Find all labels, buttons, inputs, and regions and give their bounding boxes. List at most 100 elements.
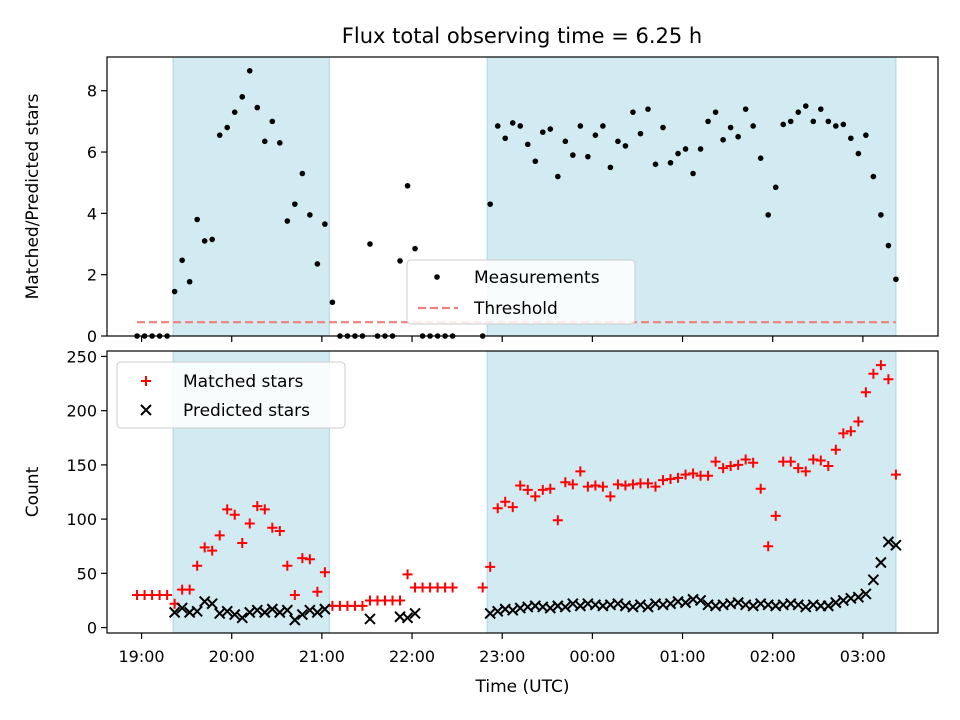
matched-stars-point [395,595,406,606]
predicted-stars-point [229,608,241,621]
matched-stars-point [244,518,255,529]
measurement-point [682,146,689,152]
measurement-point [404,182,411,189]
matched-stars-point [312,586,323,597]
legend-top: Measurements Threshold [406,259,636,325]
predicted-stars-point [206,598,218,610]
y-tick-label: 4 [87,204,97,223]
measurement-point [570,152,576,158]
measurement-point [757,155,764,161]
matched-stars-point [733,459,744,470]
predicted-stars-point [890,539,902,551]
matched-stars-point [162,590,173,601]
measurement-point [292,201,298,207]
x-tick-label: 21:00 [299,647,345,666]
matched-stars-point [718,463,729,474]
measurement-point [322,221,328,227]
matched-stars-point [860,387,871,398]
matched-stars-point [612,479,623,490]
matched-stars-point [665,473,676,484]
measurement-point [532,158,539,165]
matched-stars-point [658,475,669,486]
predicted-stars-point [281,604,294,616]
matched-stars-point [477,582,488,593]
measurement-point [802,103,809,109]
matched-stars-point [883,374,894,385]
predicted-stars-point [852,591,865,603]
matched-stars-point [297,553,308,564]
measurement-point [615,138,621,145]
matched-stars-point [597,481,608,492]
matched-stars-point [755,483,766,494]
matched-stars-point [560,477,571,488]
matched-stars-point [304,554,315,565]
matched-stars-point [740,454,751,465]
legend-predicted-label: Predicted stars [183,401,310,421]
measurement-point [622,143,629,149]
matched-stars-point [627,479,638,490]
matched-stars-point [492,503,503,514]
measurement-point [277,140,283,146]
matched-stars-point [500,496,511,507]
axes-frame [106,56,939,337]
predicted-stars-point [259,606,271,619]
measurement-point [833,123,839,129]
measurement-point [607,164,614,171]
observation-window-2 [486,350,897,634]
predicted-stars-point [319,603,331,615]
x-tick-label: 01:00 [659,647,705,666]
measurement-point [412,245,418,252]
matched-stars-point [282,560,293,571]
measurement-point [186,278,193,285]
legend-bottom: Matched stars Predicted stars [116,361,346,429]
measurement-point [735,133,741,140]
bottom-panel: 0 50 100 150 200 250 19:00 20:00 21:00 22:00 23:00… [23,347,939,697]
matched-stars-point [868,368,879,379]
measurement-point [194,216,200,223]
measurement-point [630,109,636,115]
y-tick-label: 150 [66,456,97,475]
matched-stars-point [267,522,278,533]
y-tick-label: 250 [66,347,97,366]
matched-stars-point [507,502,518,513]
x-tick-label: 03:00 [840,647,886,666]
matched-stars-point [605,491,616,502]
axes-frame [106,350,939,634]
measurement-point [592,132,599,138]
measurement-point [517,123,524,129]
matched-stars-point [252,501,263,512]
predicted-stars-point [191,605,203,618]
legend-box [116,361,346,429]
matched-stars-point [703,470,714,481]
measurement-point [825,118,832,125]
predicted-stars-point [882,536,895,548]
predicted-stars-point [860,588,872,600]
measurement-point [675,150,681,157]
x-tick-label: 19:00 [119,647,165,666]
matched-stars-point [808,454,819,465]
matched-stars-point [237,537,248,548]
measurement-point [585,153,591,160]
legend-predicted-marker [140,404,152,416]
measurement-point [171,288,178,295]
measurement-point [645,106,651,112]
measurement-point [810,118,817,125]
measurement-point [690,170,696,177]
measurement-point [885,242,892,249]
matched-stars-point [688,468,699,479]
matched-stars-point [838,428,849,439]
legend-measurements-marker [434,274,440,280]
matched-stars-point [815,455,826,466]
matched-stars-point [552,515,563,526]
top-panel: 0 2 4 6 8 Matched/Predicted stars Measurements… [23,56,939,346]
matched-stars-point [650,481,661,492]
predicted-stars-point [679,596,692,609]
measurement-point [727,124,734,131]
matched-stars-point [207,545,218,556]
predicted-stars-point [221,605,233,618]
x-tick-label: 22:00 [389,647,435,666]
measurement-point [855,150,862,157]
measurement-point [705,118,711,125]
matched-stars-point [763,541,774,552]
y-tick-label: 2 [87,266,97,285]
